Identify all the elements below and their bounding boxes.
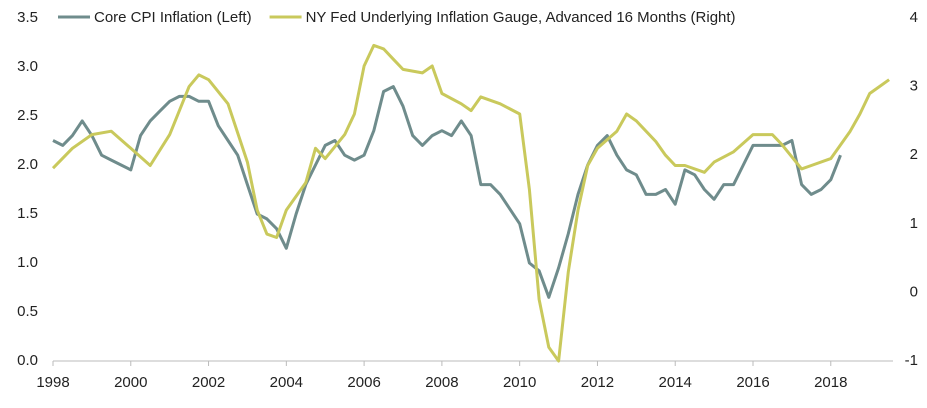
- x-tick-label: 2010: [503, 374, 536, 391]
- y2-tick-label: 4: [910, 9, 918, 26]
- y-tick-label: 2.5: [17, 107, 38, 124]
- data-line: [52, 85, 842, 299]
- x-tick-label: 2004: [270, 374, 303, 391]
- y-tick-label: 0.0: [17, 352, 38, 369]
- x-tick-label: 1998: [36, 374, 69, 391]
- x-tick-label: 2014: [659, 374, 692, 391]
- x-tick-label: 2012: [581, 374, 614, 391]
- y2-tick-label: 3: [910, 78, 918, 95]
- x-tick-label: 2002: [192, 374, 225, 391]
- y2-tick-label: 2: [910, 146, 918, 163]
- legend-label: Core CPI Inflation (Left): [94, 9, 252, 26]
- y-tick-label: 3.5: [17, 9, 38, 26]
- y2-tick-label: 0: [910, 283, 918, 300]
- y-tick-label: 3.0: [17, 58, 38, 75]
- x-tick-label: 2016: [736, 374, 769, 391]
- y2-tick-label: 1: [910, 215, 918, 232]
- y-tick-label: 1.0: [17, 254, 38, 271]
- legend-label: NY Fed Underlying Inflation Gauge, Advan…: [306, 9, 736, 26]
- y-tick-label: 0.5: [17, 303, 38, 320]
- y-tick-label: 1.5: [17, 205, 38, 222]
- data-line: [51, 43, 890, 363]
- x-tick-label: 2006: [347, 374, 380, 391]
- x-tick-label: 2008: [425, 374, 458, 391]
- y2-tick-label: -1: [905, 352, 918, 369]
- x-tick-label: 2000: [114, 374, 147, 391]
- x-tick-label: 2018: [814, 374, 847, 391]
- y-tick-label: 2.0: [17, 156, 38, 173]
